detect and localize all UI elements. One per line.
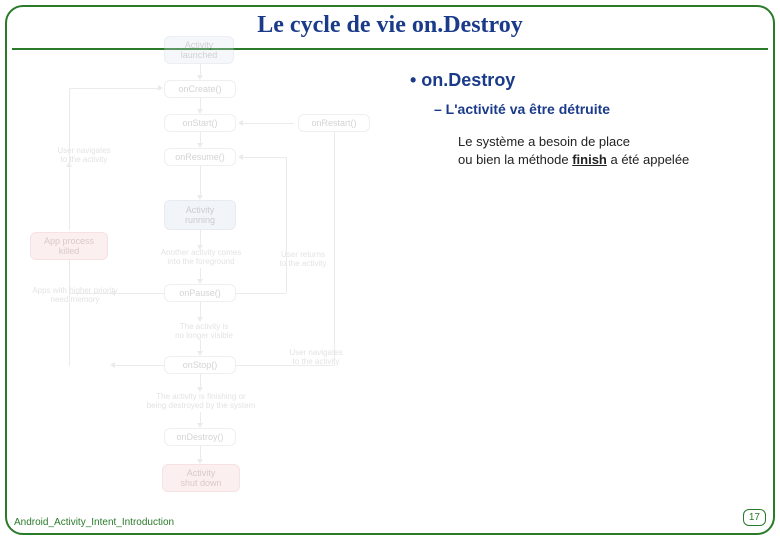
arrow-4	[200, 230, 201, 246]
arrow-14	[69, 88, 159, 89]
desc-nolonger: The activity isno longer visible	[154, 320, 254, 342]
arrow-20	[236, 365, 334, 366]
node-running: Activityrunning	[164, 200, 236, 230]
arrow-11	[114, 293, 164, 294]
node-onStop: onStop()	[164, 356, 236, 374]
body-line2-post: a été appelée	[607, 152, 689, 167]
body-line2-bold: finish	[572, 152, 607, 167]
arrow-9	[200, 412, 201, 424]
slide-title: Le cycle de vie on.Destroy	[0, 12, 780, 39]
page-number: 17	[743, 509, 766, 526]
arrow-15	[69, 88, 70, 166]
arrow-21	[242, 157, 286, 158]
arrow-16	[69, 293, 114, 294]
bullet-level2: – L'activité va être détruite	[434, 101, 760, 117]
content-block: • on.Destroy – L'activité va être détrui…	[410, 70, 760, 169]
footer-label: Android_Activity_Intent_Introduction	[14, 517, 174, 528]
arrow-13	[69, 166, 70, 230]
node-launched: Activitylaunched	[164, 36, 234, 64]
arrow-18	[242, 123, 294, 124]
desc-navto: User navigatesto the activity	[34, 144, 134, 166]
arrow-3	[200, 166, 201, 196]
arrow-7	[200, 340, 201, 352]
arrow-19	[334, 132, 335, 365]
node-onCreate: onCreate()	[164, 80, 236, 98]
node-shutdown: Activityshut down	[162, 464, 240, 492]
arrow-12	[114, 365, 164, 366]
node-onRestart: onRestart()	[298, 114, 370, 132]
bullet-level1: • on.Destroy	[410, 70, 760, 91]
arrow-23	[236, 293, 286, 294]
lifecycle-diagram: Activitylaunched onCreate() onStart() onRes…	[14, 36, 414, 516]
body-text: Le système a besoin de place ou bien la …	[458, 133, 760, 169]
arrow-2	[200, 132, 201, 144]
arrow-5	[200, 268, 201, 280]
arrow-10	[200, 446, 201, 460]
body-line1: Le système a besoin de place	[458, 134, 630, 149]
node-killed: App processkilled	[30, 232, 108, 260]
node-onPause: onPause()	[164, 284, 236, 302]
arrow-6	[200, 302, 201, 318]
arrow-0	[200, 64, 201, 76]
node-onStart: onStart()	[164, 114, 236, 132]
node-onDestroy: onDestroy()	[164, 428, 236, 446]
node-onResume: onResume()	[164, 148, 236, 166]
desc-finishing: The activity is finishing orbeing destro…	[126, 390, 276, 412]
arrow-1	[200, 98, 201, 110]
body-line2-pre: ou bien la méthode	[458, 152, 572, 167]
arrow-22	[286, 157, 287, 293]
arrow-17	[69, 260, 70, 366]
arrow-8	[200, 374, 201, 388]
